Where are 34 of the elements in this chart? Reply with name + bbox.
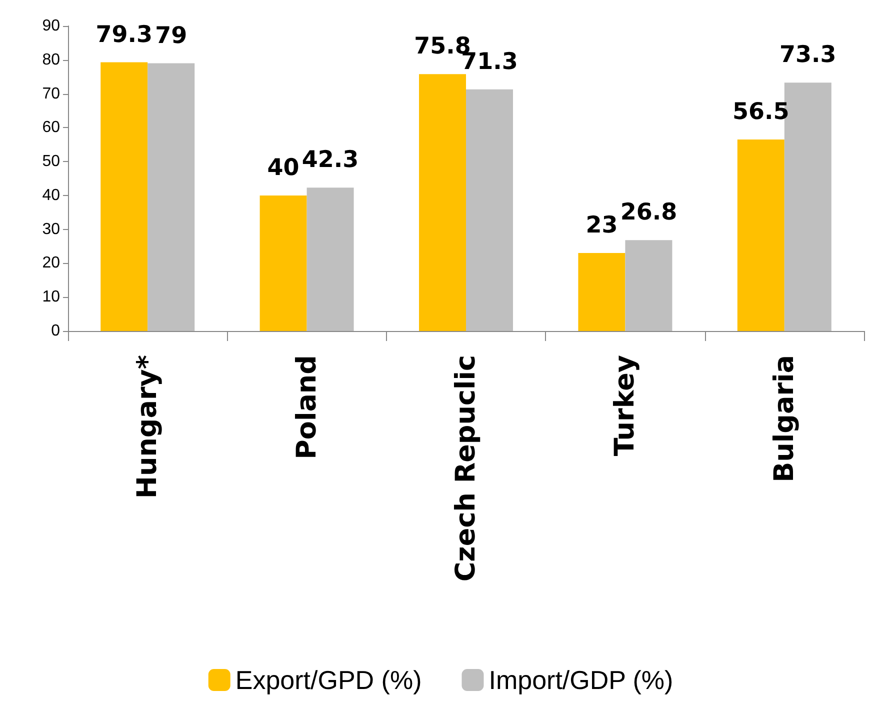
bar [578,253,626,331]
data-label: 73.3 [780,42,836,68]
data-label: 23 [586,212,618,239]
bar [306,188,354,331]
bar [419,74,466,331]
x-tick-label: Turkey [610,354,641,456]
data-label: 26.8 [620,200,678,226]
bar [100,62,148,331]
data-label: 40 [267,154,300,181]
bar [148,63,195,331]
y-tick-label: 20 [42,254,60,272]
data-label: 42.3 [302,147,359,174]
x-tick-label: Poland [291,355,322,460]
bar [466,89,513,331]
y-tick-label: 80 [42,51,60,68]
x-tick-label: Hungary* [132,355,164,499]
y-tick-label: 50 [42,153,60,170]
data-label: 56.5 [732,99,790,126]
y-tick-label: 30 [42,220,60,238]
x-tick-label: Czech Repuclic [450,355,482,582]
bar [737,140,784,331]
bar [260,195,307,331]
bar [625,240,672,331]
y-tick-label: 10 [42,288,60,306]
y-tick-label: 40 [42,186,60,204]
x-tick-label: Bulgaria [768,355,800,482]
y-tick-label: 60 [42,119,60,136]
legend-label: Export/GPD (%) [235,665,422,695]
y-tick-label: 70 [42,85,60,102]
data-label: 79.3 [96,22,152,48]
legend-label: Import/GDP (%) [488,665,674,695]
data-label: 79 [155,22,188,49]
y-tick-label: 90 [42,18,60,34]
y-tick-label: 0 [51,322,60,340]
